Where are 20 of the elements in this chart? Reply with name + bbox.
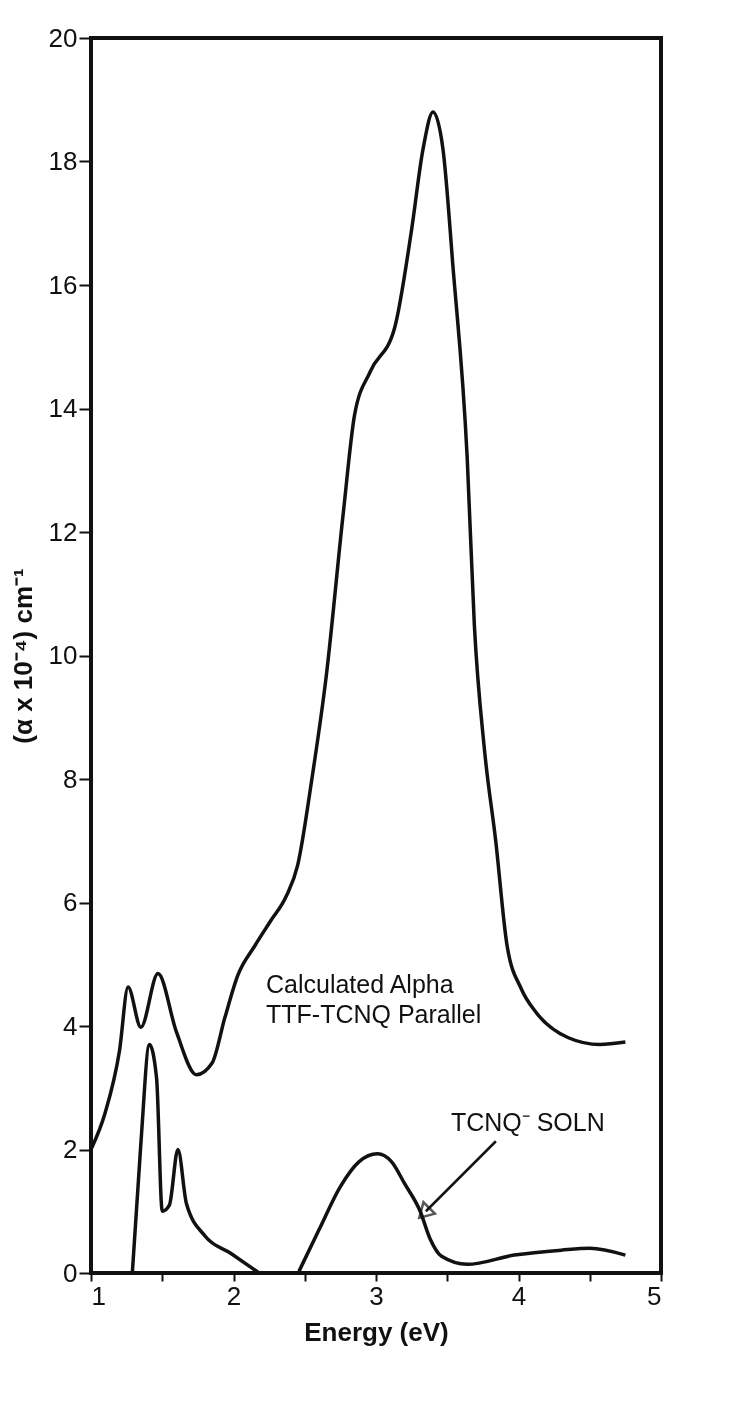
y-tick-label: 2 <box>63 1134 78 1164</box>
x-tick-label: 5 <box>647 1280 662 1311</box>
y-tick-label: 18 <box>48 146 78 176</box>
y-tick-label: 14 <box>48 393 78 423</box>
y-tick-label: 8 <box>63 763 78 794</box>
y-tick-label: 10 <box>48 640 78 670</box>
y-tick-label: 4 <box>63 1010 78 1041</box>
series-label: Calculated Alpha TTF-TCNQ Parallel <box>266 970 482 1028</box>
annotation: TCNQ⁻ SOLN <box>450 1108 605 1137</box>
x-tick-label: 1 <box>91 1280 106 1311</box>
y-tick-label: 0 <box>63 1257 78 1288</box>
y-axis-title: (α x 10⁻⁴) cm⁻¹ <box>7 568 38 744</box>
y-tick-label: 20 <box>48 22 78 53</box>
y-tick-label: 12 <box>48 516 78 547</box>
y-tick-label: 6 <box>63 887 78 917</box>
y-tick-label: 16 <box>48 269 78 300</box>
x-axis-title: Energy (eV) <box>304 1316 449 1347</box>
x-tick-label: 2 <box>226 1280 242 1311</box>
x-tick-label: 3 <box>369 1280 384 1311</box>
x-tick-label: 4 <box>511 1280 527 1311</box>
